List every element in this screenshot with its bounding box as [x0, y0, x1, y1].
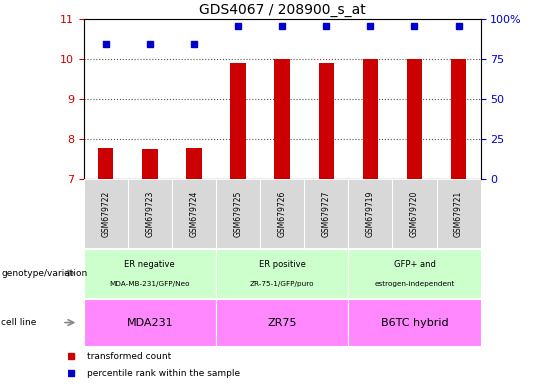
Text: GSM679727: GSM679727 [322, 190, 330, 237]
Bar [348, 299, 481, 346]
Bar [348, 249, 481, 298]
Bar [319, 63, 334, 179]
Text: ER positive: ER positive [259, 260, 306, 269]
Text: GFP+ and: GFP+ and [394, 260, 435, 269]
Bar [186, 148, 201, 179]
Text: transformed count: transformed count [87, 352, 171, 361]
Text: GSM679722: GSM679722 [102, 190, 110, 237]
Bar [274, 59, 290, 179]
Text: ZR75: ZR75 [267, 318, 297, 328]
Bar [84, 179, 128, 248]
Text: GSM679724: GSM679724 [190, 190, 199, 237]
Bar [436, 179, 481, 248]
Bar [84, 299, 216, 346]
Bar [348, 179, 393, 248]
Bar [84, 249, 216, 298]
Bar [98, 148, 113, 179]
Bar [172, 179, 216, 248]
Bar [231, 63, 246, 179]
Text: MDA-MB-231/GFP/Neo: MDA-MB-231/GFP/Neo [110, 281, 190, 287]
Bar [128, 179, 172, 248]
Text: MDA231: MDA231 [126, 318, 173, 328]
Text: ZR-75-1/GFP/puro: ZR-75-1/GFP/puro [250, 281, 314, 287]
Bar [260, 179, 304, 248]
Text: percentile rank within the sample: percentile rank within the sample [87, 369, 240, 378]
Text: ER negative: ER negative [125, 260, 175, 269]
Bar [142, 149, 158, 179]
Text: GSM679723: GSM679723 [145, 190, 154, 237]
Title: GDS4067 / 208900_s_at: GDS4067 / 208900_s_at [199, 3, 366, 17]
Text: GSM679721: GSM679721 [454, 190, 463, 237]
Bar [407, 59, 422, 179]
Text: GSM679725: GSM679725 [234, 190, 242, 237]
Bar [216, 249, 348, 298]
Text: genotype/variation: genotype/variation [1, 269, 87, 278]
Bar [363, 59, 378, 179]
Text: cell line: cell line [1, 318, 37, 327]
Text: GSM679720: GSM679720 [410, 190, 419, 237]
Bar [393, 179, 436, 248]
Bar [216, 179, 260, 248]
Text: estrogen-independent: estrogen-independent [374, 281, 455, 287]
Bar [451, 59, 466, 179]
Text: GSM679726: GSM679726 [278, 190, 287, 237]
Bar [304, 179, 348, 248]
Bar [216, 299, 348, 346]
Text: B6TC hybrid: B6TC hybrid [381, 318, 448, 328]
Text: GSM679719: GSM679719 [366, 190, 375, 237]
